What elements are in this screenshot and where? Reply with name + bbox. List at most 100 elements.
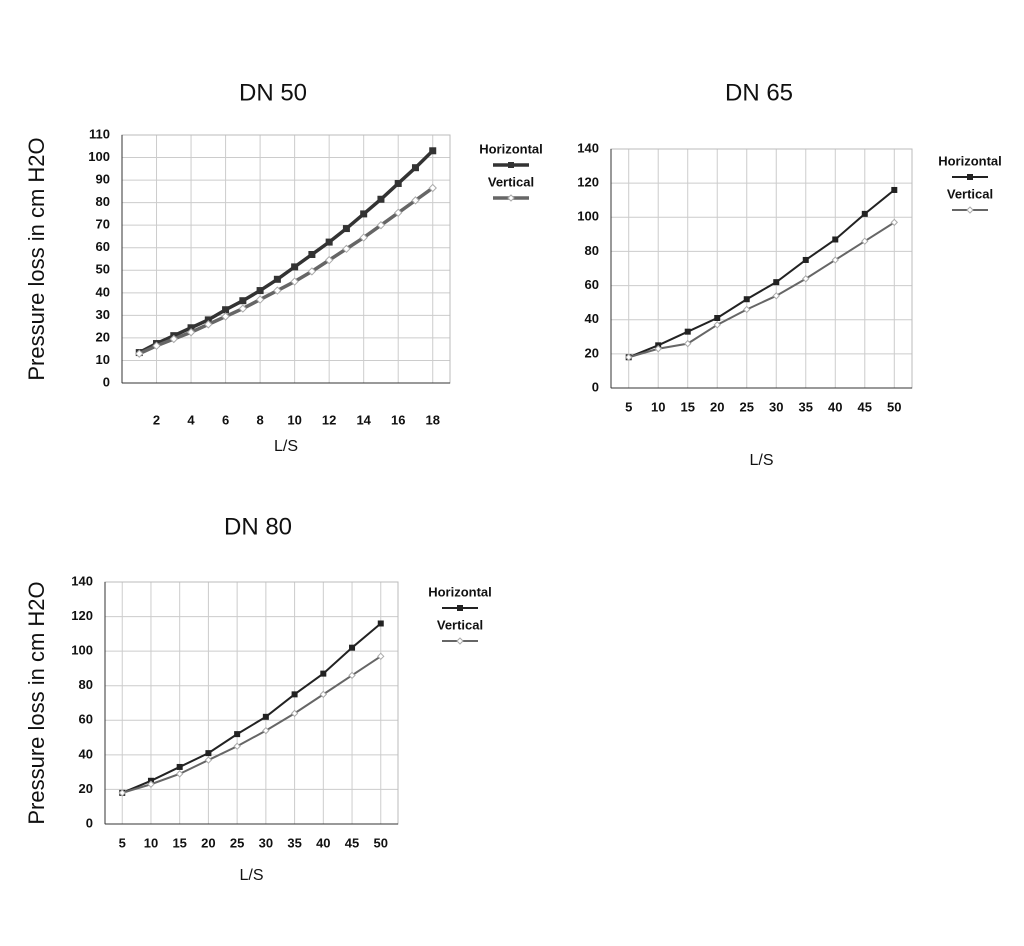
marker [255, 295, 265, 304]
series-line [138, 186, 434, 356]
marker [377, 620, 384, 627]
x-tick-label: 6 [222, 412, 229, 427]
x-tick-label: 20 [710, 399, 724, 414]
legend-marker [967, 174, 973, 180]
x-tick-label: 12 [322, 412, 336, 427]
y-tick-label: 40 [79, 746, 93, 761]
x-tick-label: 8 [256, 412, 263, 427]
x-axis-label: L/S [274, 438, 298, 455]
marker [262, 726, 270, 735]
marker [238, 304, 248, 313]
y-tick-label: 100 [577, 209, 599, 224]
y-tick-label: 40 [585, 311, 599, 326]
x-tick-label: 30 [259, 835, 273, 850]
marker [169, 334, 178, 344]
marker [222, 306, 230, 314]
legend-label: Vertical [488, 174, 534, 189]
marker [290, 709, 299, 718]
marker [394, 179, 402, 187]
marker [861, 237, 869, 245]
series-line [628, 221, 895, 359]
x-tick-label: 5 [119, 835, 126, 850]
marker [429, 147, 437, 155]
marker [376, 220, 386, 230]
marker [319, 690, 328, 699]
marker [204, 316, 212, 324]
marker [428, 183, 437, 193]
marker [348, 671, 356, 680]
marker [342, 225, 350, 233]
marker [713, 321, 721, 329]
marker [684, 339, 692, 348]
y-tick-label: 100 [88, 149, 110, 164]
legend-marker [456, 637, 464, 645]
marker [377, 195, 385, 203]
x-tick-label: 20 [201, 835, 215, 850]
x-tick-label: 10 [651, 399, 665, 414]
marker [221, 312, 230, 321]
legend-label: Vertical [437, 617, 483, 632]
legend-label: Vertical [947, 186, 993, 201]
marker [262, 713, 269, 720]
y-tick-label: 140 [71, 573, 93, 588]
marker [802, 256, 809, 263]
marker [684, 328, 691, 335]
marker [891, 186, 898, 193]
x-tick-label: 2 [153, 412, 160, 427]
x-tick-label: 45 [345, 835, 359, 850]
marker [256, 287, 264, 295]
series-line [628, 189, 895, 359]
marker [307, 267, 317, 276]
chart-title: DN 50 [239, 79, 307, 106]
y-tick-label: 80 [585, 243, 599, 258]
x-axis-label: L/S [239, 867, 263, 884]
legend-label: Horizontal [479, 141, 543, 156]
y-tick-label: 120 [577, 175, 599, 190]
x-tick-label: 50 [374, 835, 388, 850]
x-tick-label: 16 [391, 412, 405, 427]
marker [624, 353, 633, 361]
marker [233, 742, 241, 750]
y-tick-label: 0 [103, 374, 110, 389]
x-tick-label: 10 [144, 835, 158, 850]
marker [861, 210, 868, 217]
legend-label: Horizontal [428, 584, 492, 599]
marker [320, 670, 327, 677]
marker [325, 238, 333, 246]
x-tick-label: 35 [287, 835, 301, 850]
marker [291, 691, 298, 698]
plot-frame [104, 581, 399, 825]
y-tick-label: 120 [71, 608, 93, 623]
y-tick-label: 20 [79, 781, 93, 796]
y-tick-label: 20 [585, 345, 599, 360]
marker [205, 750, 212, 757]
marker [273, 275, 281, 283]
marker [831, 256, 839, 264]
marker [204, 756, 213, 764]
marker [175, 770, 184, 778]
marker [118, 789, 126, 797]
x-axis-label: L/S [749, 452, 773, 469]
x-tick-label: 5 [625, 399, 632, 414]
y-tick-label: 80 [79, 677, 93, 692]
x-tick-label: 15 [172, 835, 186, 850]
marker [832, 236, 839, 243]
series-line [121, 622, 382, 794]
marker [152, 341, 161, 351]
y-tick-label: 10 [96, 352, 110, 367]
marker [377, 652, 385, 661]
marker [135, 349, 144, 358]
y-tick-label: 20 [96, 329, 110, 344]
x-tick-label: 15 [680, 399, 694, 414]
y-tick-label: 50 [96, 262, 110, 277]
marker [239, 297, 247, 305]
x-tick-label: 14 [356, 412, 371, 427]
x-tick-label: 18 [426, 412, 440, 427]
y-tick-label: 90 [96, 172, 110, 187]
marker [743, 305, 751, 314]
x-tick-label: 35 [799, 399, 813, 414]
x-tick-label: 50 [887, 399, 901, 414]
marker [324, 255, 334, 265]
y-tick-label: 80 [96, 194, 110, 209]
